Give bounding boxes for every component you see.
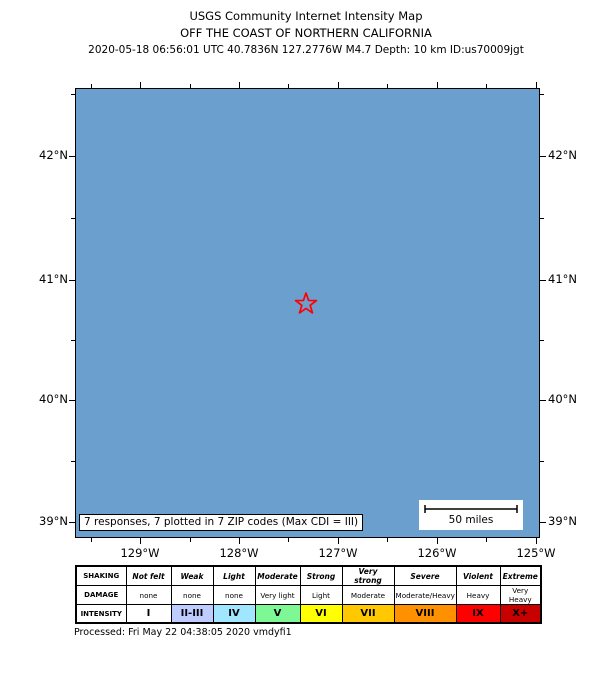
legend-damage-cell: none (212, 585, 256, 605)
intensity-legend-table: SHAKING Not felt Weak Light Moderate Strong Ve… (75, 565, 542, 624)
legend-damage-cell: Very Heavy (499, 585, 542, 605)
scale-label: 50 miles (448, 514, 494, 526)
axis-tick (535, 82, 537, 88)
axis-tick (386, 538, 388, 542)
legend-intensity-cell: VII (341, 604, 395, 624)
axis-tick (337, 82, 339, 88)
axis-tick (287, 84, 289, 88)
event-region-title: OFF THE COAST OF NORTHERN CALIFORNIA (180, 26, 432, 40)
axis-tick (189, 538, 191, 542)
intensity-legend-body: SHAKING Not felt Weak Light Moderate Strong Ve… (75, 565, 542, 624)
axis-tick (71, 93, 75, 95)
legend-shaking-cell: Not felt (125, 565, 172, 586)
legend-shaking-cell: Violent (455, 565, 501, 586)
axis-tick (540, 460, 544, 462)
legend-damage-cell: Heavy (455, 585, 501, 605)
epicenter-star-icon (294, 292, 318, 314)
processed-timestamp: Processed: Fri May 22 04:38:05 2020 vmdy… (74, 627, 292, 638)
lon-axis-label: 129°W (120, 546, 160, 560)
axis-tick (485, 84, 487, 88)
axis-tick (69, 521, 75, 523)
legend-damage-cell: none (170, 585, 214, 605)
axis-tick (485, 538, 487, 542)
legend-shaking-cell: Light (212, 565, 256, 586)
responses-summary: 7 responses, 7 plotted in 7 ZIP codes (M… (79, 514, 364, 531)
legend-intensity-cell: VIII (393, 604, 457, 624)
legend-intensity-cell: X+ (499, 604, 542, 624)
axis-tick (436, 538, 438, 544)
legend-intensity-cell: II-III (170, 604, 214, 624)
lat-axis-label-right: 39°N (548, 514, 577, 528)
lat-axis-label-left: 42°N (39, 148, 68, 162)
axis-tick (287, 538, 289, 542)
axis-tick (540, 217, 544, 219)
legend-intensity-cell: V (254, 604, 301, 624)
legend-shaking-cell: Moderate (254, 565, 301, 586)
page-title: USGS Community Internet Intensity Map (189, 9, 423, 23)
axis-tick (69, 155, 75, 157)
axis-tick (238, 82, 240, 88)
legend-shaking-cell: Weak (170, 565, 214, 586)
legend-shaking-cell: Very strong (341, 565, 395, 586)
legend-row-damage: DAMAGE none none none Very light Light Moderat… (75, 585, 542, 605)
legend-intensity-cell: IX (455, 604, 501, 624)
map-canvas: 7 responses, 7 plotted in 7 ZIP codes (M… (75, 88, 540, 538)
axis-tick (71, 339, 75, 341)
legend-row-header: SHAKING (75, 565, 127, 586)
legend-row-intensity: INTENSITY I II-III IV V VI VII VIII IX X+ (75, 604, 542, 624)
axis-tick (540, 521, 546, 523)
axis-tick (535, 538, 537, 544)
axis-tick (90, 84, 92, 88)
legend-intensity-cell: I (125, 604, 172, 624)
lat-axis-label-left: 41°N (39, 272, 68, 286)
axis-tick (540, 93, 544, 95)
axis-tick (69, 279, 75, 281)
legend-row-header: INTENSITY (75, 604, 127, 624)
legend-intensity-cell: IV (212, 604, 256, 624)
lat-axis-label-right: 42°N (548, 148, 577, 162)
lon-axis-label: 128°W (219, 546, 259, 560)
legend-intensity-cell: VI (299, 604, 343, 624)
axis-tick (139, 82, 141, 88)
axis-tick (436, 82, 438, 88)
legend-damage-cell: Light (299, 585, 343, 605)
axis-tick (540, 339, 544, 341)
lat-axis-label-left: 39°N (39, 514, 68, 528)
lat-axis-label-right: 41°N (548, 272, 577, 286)
axis-tick (71, 460, 75, 462)
axis-tick (90, 538, 92, 542)
lon-axis-label: 127°W (318, 546, 358, 560)
lon-axis-label: 125°W (516, 546, 556, 560)
lat-axis-label-right: 40°N (548, 392, 577, 406)
axis-tick (540, 399, 546, 401)
legend-row-header: DAMAGE (75, 585, 127, 605)
legend-damage-cell: Moderate (341, 585, 395, 605)
legend-shaking-cell: Extreme (499, 565, 542, 586)
scale-bar-line (424, 505, 518, 513)
axis-tick (337, 538, 339, 544)
lon-axis-label: 126°W (417, 546, 457, 560)
legend-damage-cell: none (125, 585, 172, 605)
axis-tick (238, 538, 240, 544)
axis-tick (386, 84, 388, 88)
epicenter-star-path (294, 292, 318, 314)
legend-damage-cell: Moderate/Heavy (393, 585, 457, 605)
legend-damage-cell: Very light (254, 585, 301, 605)
axis-tick (540, 279, 546, 281)
legend-shaking-cell: Strong (299, 565, 343, 586)
legend-shaking-cell: Severe (393, 565, 457, 586)
axis-tick (189, 84, 191, 88)
legend-row-shaking: SHAKING Not felt Weak Light Moderate Strong Ve… (75, 565, 542, 586)
axis-tick (71, 217, 75, 219)
axis-tick (540, 155, 546, 157)
event-details: 2020-05-18 06:56:01 UTC 40.7836N 127.277… (88, 44, 524, 56)
lat-axis-label-left: 40°N (39, 392, 68, 406)
axis-tick (139, 538, 141, 544)
map-scale-bar: 50 miles (419, 500, 523, 530)
axis-tick (69, 399, 75, 401)
